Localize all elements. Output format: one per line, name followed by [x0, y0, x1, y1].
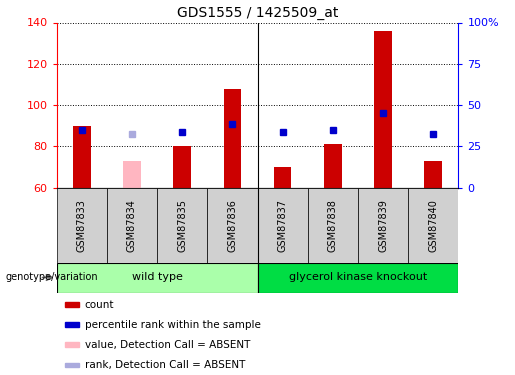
- Bar: [224, 88, 241, 188]
- Text: GSM87833: GSM87833: [77, 199, 87, 252]
- Text: count: count: [85, 300, 114, 310]
- Bar: [258, 188, 307, 262]
- Bar: [65, 302, 79, 307]
- Bar: [157, 188, 207, 262]
- Bar: [107, 188, 157, 262]
- Text: rank, Detection Call = ABSENT: rank, Detection Call = ABSENT: [85, 360, 245, 370]
- Text: value, Detection Call = ABSENT: value, Detection Call = ABSENT: [85, 340, 250, 350]
- Bar: [123, 160, 141, 188]
- Bar: [65, 342, 79, 347]
- Text: GSM87834: GSM87834: [127, 199, 137, 252]
- Bar: [408, 188, 458, 262]
- Text: GSM87838: GSM87838: [328, 199, 338, 252]
- Text: GSM87836: GSM87836: [228, 199, 237, 252]
- Text: GSM87835: GSM87835: [177, 199, 187, 252]
- Bar: [358, 188, 408, 262]
- Text: GSM87837: GSM87837: [278, 199, 287, 252]
- Text: genotype/variation: genotype/variation: [5, 273, 98, 282]
- Bar: [258, 262, 458, 292]
- Text: percentile rank within the sample: percentile rank within the sample: [85, 320, 261, 330]
- Bar: [207, 188, 258, 262]
- Bar: [424, 160, 442, 188]
- Bar: [374, 31, 392, 188]
- Text: glycerol kinase knockout: glycerol kinase knockout: [289, 273, 427, 282]
- Text: GSM87840: GSM87840: [428, 199, 438, 252]
- Bar: [65, 322, 79, 327]
- Bar: [324, 144, 341, 188]
- Bar: [174, 146, 191, 188]
- Bar: [65, 363, 79, 368]
- Bar: [57, 262, 258, 292]
- Text: wild type: wild type: [132, 273, 182, 282]
- Bar: [274, 167, 291, 188]
- Title: GDS1555 / 1425509_at: GDS1555 / 1425509_at: [177, 6, 338, 20]
- Bar: [307, 188, 358, 262]
- Bar: [73, 126, 91, 188]
- Bar: [57, 188, 107, 262]
- Text: GSM87839: GSM87839: [378, 199, 388, 252]
